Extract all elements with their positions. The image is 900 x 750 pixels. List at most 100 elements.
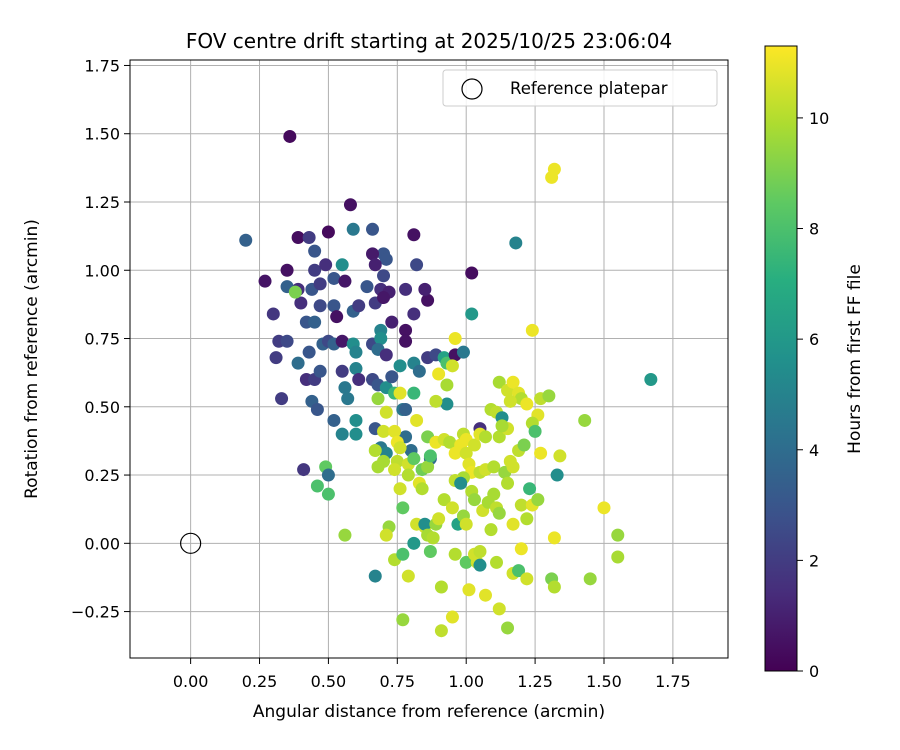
data-point: [440, 378, 454, 392]
grid-layer: [130, 60, 728, 658]
data-point: [520, 397, 534, 411]
data-point: [506, 375, 520, 389]
colorbar: [764, 45, 798, 672]
data-point: [423, 545, 437, 559]
data-point: [352, 299, 366, 313]
y-tick-label: 0.25: [84, 466, 120, 485]
y-tick-label: 0.75: [84, 330, 120, 349]
data-point: [445, 501, 459, 515]
data-point: [374, 332, 388, 346]
colorbar-tick-label: 6: [809, 330, 819, 349]
data-point: [371, 392, 385, 406]
data-point: [503, 454, 517, 468]
data-point: [321, 487, 335, 501]
data-point: [366, 222, 380, 236]
data-point: [467, 438, 481, 452]
data-point: [327, 299, 341, 313]
data-point: [467, 493, 481, 507]
data-point: [611, 550, 625, 564]
x-tick-label: 1.00: [448, 672, 484, 691]
data-point: [448, 547, 462, 561]
data-point: [514, 498, 528, 512]
data-point: [547, 580, 561, 594]
data-point: [492, 375, 506, 389]
x-axis-label: Angular distance from reference (arcmin): [253, 702, 605, 722]
data-point: [396, 613, 410, 627]
data-point: [401, 569, 415, 583]
data-point: [456, 345, 470, 359]
data-point: [349, 345, 363, 359]
data-point: [445, 359, 459, 373]
colorbar-tick-label: 8: [809, 220, 819, 239]
data-point: [459, 555, 473, 569]
colorbar-ticks: 0 2 4 6 8 10: [797, 109, 829, 681]
data-point: [426, 531, 440, 545]
data-point: [393, 359, 407, 373]
data-point: [308, 263, 322, 277]
data-point: [401, 468, 415, 482]
data-point: [407, 386, 421, 400]
data-point: [512, 564, 526, 578]
data-point: [506, 517, 520, 531]
colorbar-tick-label: 4: [809, 441, 819, 460]
data-point: [352, 372, 366, 386]
data-point: [393, 386, 407, 400]
colorbar-tick-label: 10: [809, 109, 829, 128]
data-point: [443, 435, 457, 449]
data-point: [407, 307, 421, 321]
data-point: [484, 523, 498, 537]
legend-box: [442, 69, 718, 107]
colorbar-label: Hours from first FF file: [845, 264, 865, 454]
data-point: [578, 413, 592, 427]
data-point: [448, 446, 462, 460]
data-point: [547, 162, 561, 176]
data-point: [310, 403, 324, 417]
data-point: [313, 364, 327, 378]
data-point: [393, 441, 407, 455]
data-point: [434, 580, 448, 594]
data-point: [421, 460, 435, 474]
data-point: [423, 449, 437, 463]
data-point: [407, 228, 421, 242]
data-point: [302, 230, 316, 244]
data-point: [520, 572, 534, 586]
data-point: [501, 476, 515, 490]
data-point: [410, 413, 424, 427]
data-point: [280, 334, 294, 348]
data-point: [239, 233, 253, 247]
data-points-layer: [239, 129, 658, 638]
data-point: [597, 501, 611, 515]
data-point: [338, 381, 352, 395]
data-point: [462, 583, 476, 597]
x-tick-label: 1.50: [586, 672, 622, 691]
data-point: [399, 334, 413, 348]
legend-marker-reference: [461, 78, 483, 100]
chart-title: FOV centre drift starting at 2025/10/25 …: [186, 29, 672, 53]
data-point: [283, 129, 297, 143]
data-point: [542, 389, 556, 403]
data-point: [459, 517, 473, 531]
axes-layer: 0.00 0.25 0.50 0.75 1.00 1.25 1.50 1.75 −0.25 0.0…: [71, 56, 691, 691]
data-point: [360, 280, 374, 294]
data-point: [421, 293, 435, 307]
data-point: [313, 299, 327, 313]
data-point: [523, 482, 537, 496]
data-point: [338, 274, 352, 288]
data-point: [528, 424, 542, 438]
x-tick-label: 0.25: [242, 672, 278, 691]
data-point: [335, 427, 349, 441]
data-point: [335, 258, 349, 272]
data-point: [553, 449, 567, 463]
data-point: [399, 282, 413, 296]
data-point: [346, 222, 360, 236]
data-point: [440, 397, 454, 411]
data-point: [280, 263, 294, 277]
data-point: [487, 487, 501, 501]
data-point: [418, 517, 432, 531]
data-point: [291, 356, 305, 370]
x-tick-label: 0.00: [173, 672, 209, 691]
y-tick-label: 1.25: [84, 193, 120, 212]
data-point: [418, 282, 432, 296]
legend: Reference platepar: [442, 69, 718, 107]
data-point: [335, 364, 349, 378]
